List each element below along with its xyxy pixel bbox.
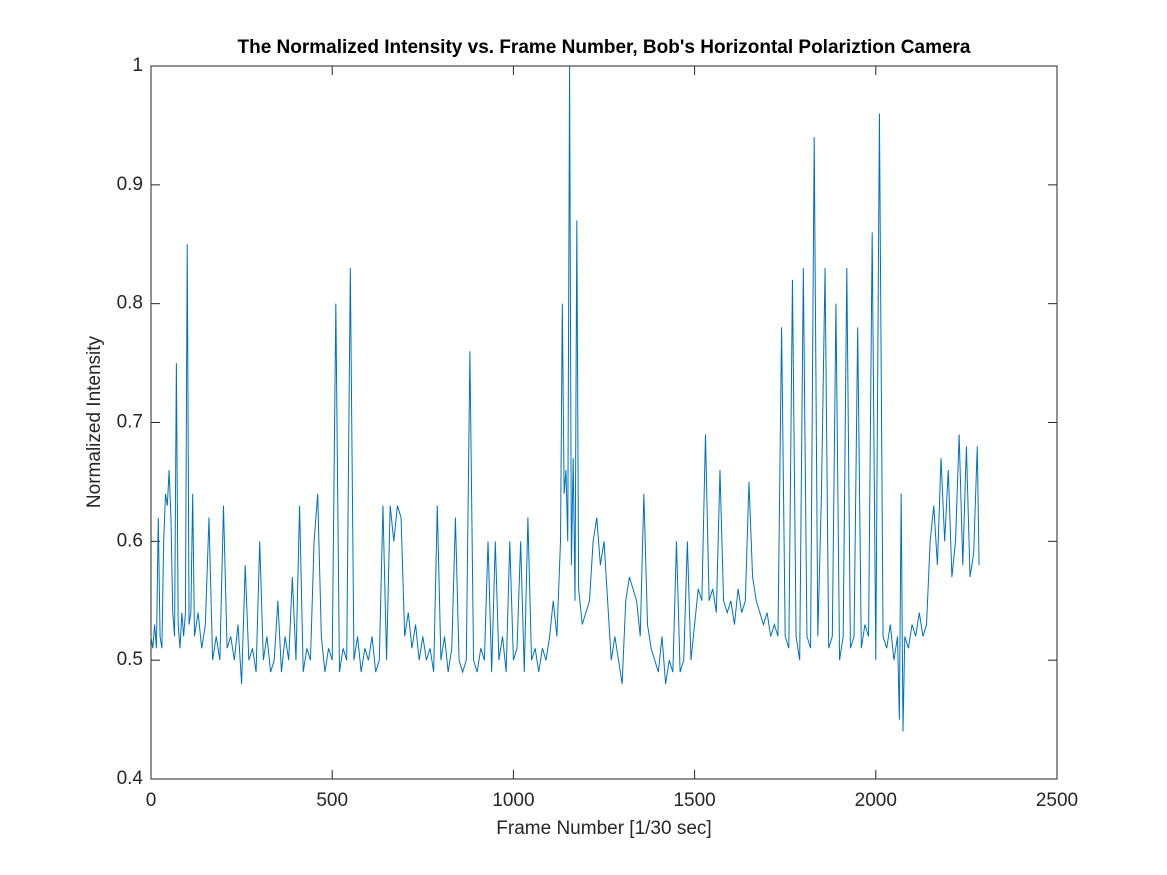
y-tick-label: 0.9 [117, 174, 143, 195]
y-axis-label: Normalized Intensity [84, 335, 105, 508]
x-tick-label: 0 [146, 790, 157, 811]
y-tick-label: 0.4 [117, 768, 144, 789]
y-tick-label: 0.7 [117, 412, 143, 433]
y-tick-label: 1 [132, 55, 143, 76]
x-tick-label: 1500 [673, 790, 715, 811]
x-tick-label: 2000 [855, 790, 897, 811]
y-tick-label: 0.5 [117, 649, 143, 670]
x-tick-label: 500 [316, 790, 348, 811]
y-tick-label: 0.6 [117, 530, 143, 551]
x-axis-label: Frame Number [1/30 sec] [496, 818, 711, 839]
plot-area [150, 65, 1058, 780]
x-tick-label: 1000 [492, 790, 534, 811]
y-tick-label: 0.8 [117, 293, 143, 314]
data-line [150, 65, 980, 732]
chart-title: The Normalized Intensity vs. Frame Numbe… [237, 37, 970, 58]
x-tick-label: 2500 [1036, 790, 1078, 811]
